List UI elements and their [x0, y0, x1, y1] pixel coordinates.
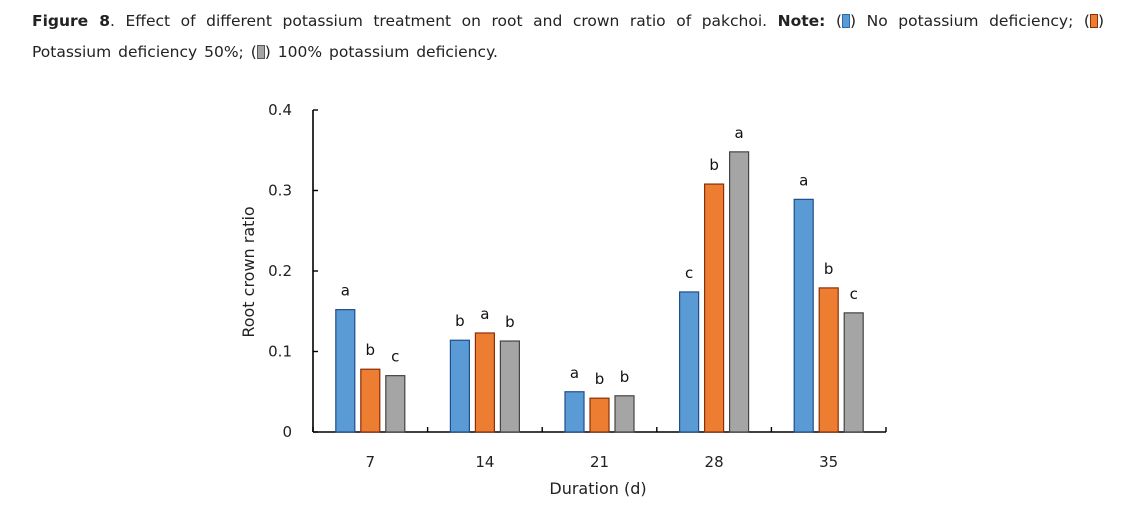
- bar-21-series-3: [614, 395, 635, 433]
- bar-7-series-1: [335, 309, 356, 433]
- x-tick-label: 14: [475, 453, 494, 471]
- legend-text-no-deficiency: No potassium deficiency;: [856, 12, 1084, 30]
- bar-35-series-3: [843, 312, 864, 433]
- significance-label: a: [341, 282, 350, 300]
- figure-label: Figure 8: [32, 12, 110, 30]
- x-tick-label: 7: [366, 453, 376, 471]
- significance-label: c: [391, 348, 399, 366]
- significance-label: c: [685, 264, 693, 282]
- significance-label: a: [570, 364, 579, 382]
- bar-7-series-3: [385, 375, 406, 433]
- bar-14-series-3: [499, 340, 520, 433]
- x-axis: 7 14 21 28 35: [312, 427, 887, 471]
- bar-14-series-1: [449, 339, 470, 433]
- significance-label: b: [595, 370, 605, 388]
- significance-label: a: [799, 171, 808, 189]
- figure-caption: Figure 8. Effect of different potassium …: [32, 12, 1104, 61]
- significance-label: b: [824, 260, 834, 278]
- significance-label: b: [505, 313, 515, 331]
- bars: [335, 151, 864, 433]
- y-axis: 0 0.1 0.2 0.3 0.4: [268, 101, 318, 441]
- bar-14-series-2: [474, 332, 495, 433]
- bar-28-series-3: [728, 151, 750, 433]
- legend-swatch-gray: [256, 45, 265, 59]
- bar-35-series-1: [793, 198, 814, 433]
- x-tick-label: 28: [705, 453, 724, 471]
- significance-label: b: [366, 341, 376, 359]
- significance-label: a: [734, 124, 743, 142]
- significance-label: a: [480, 305, 489, 323]
- caption-text: . Effect of different potassium treatmen…: [110, 12, 778, 30]
- bar-21-series-2: [589, 397, 610, 433]
- bar-35-series-2: [818, 287, 839, 433]
- bar-7-series-2: [360, 368, 381, 433]
- y-tick-label: 0.1: [268, 343, 292, 361]
- significance-label: b: [455, 312, 465, 330]
- y-axis-title: Root crown ratio: [239, 206, 258, 337]
- legend-text-100-deficiency: 100% potassium deficiency.: [270, 43, 498, 61]
- bar-28-series-2: [703, 183, 725, 433]
- significance-label: c: [850, 285, 858, 303]
- legend-swatch-blue: [842, 14, 850, 28]
- y-tick-label: 0: [282, 423, 292, 441]
- bar-28-series-1: [678, 291, 700, 433]
- legend-text-50-deficiency: Potassium deficiency 50%;: [32, 43, 251, 61]
- x-tick-label: 21: [590, 453, 609, 471]
- bar-21-series-1: [564, 391, 585, 433]
- y-tick-label: 0.4: [268, 101, 292, 119]
- y-tick-label: 0.2: [268, 262, 292, 280]
- x-tick-label: 35: [819, 453, 838, 471]
- x-axis-title: Duration (d): [549, 479, 646, 498]
- legend-swatch-orange: [1089, 14, 1098, 28]
- y-tick-label: 0.3: [268, 182, 292, 200]
- significance-label: b: [620, 368, 630, 386]
- significance-label: b: [709, 156, 719, 174]
- note-label: Note:: [777, 12, 826, 30]
